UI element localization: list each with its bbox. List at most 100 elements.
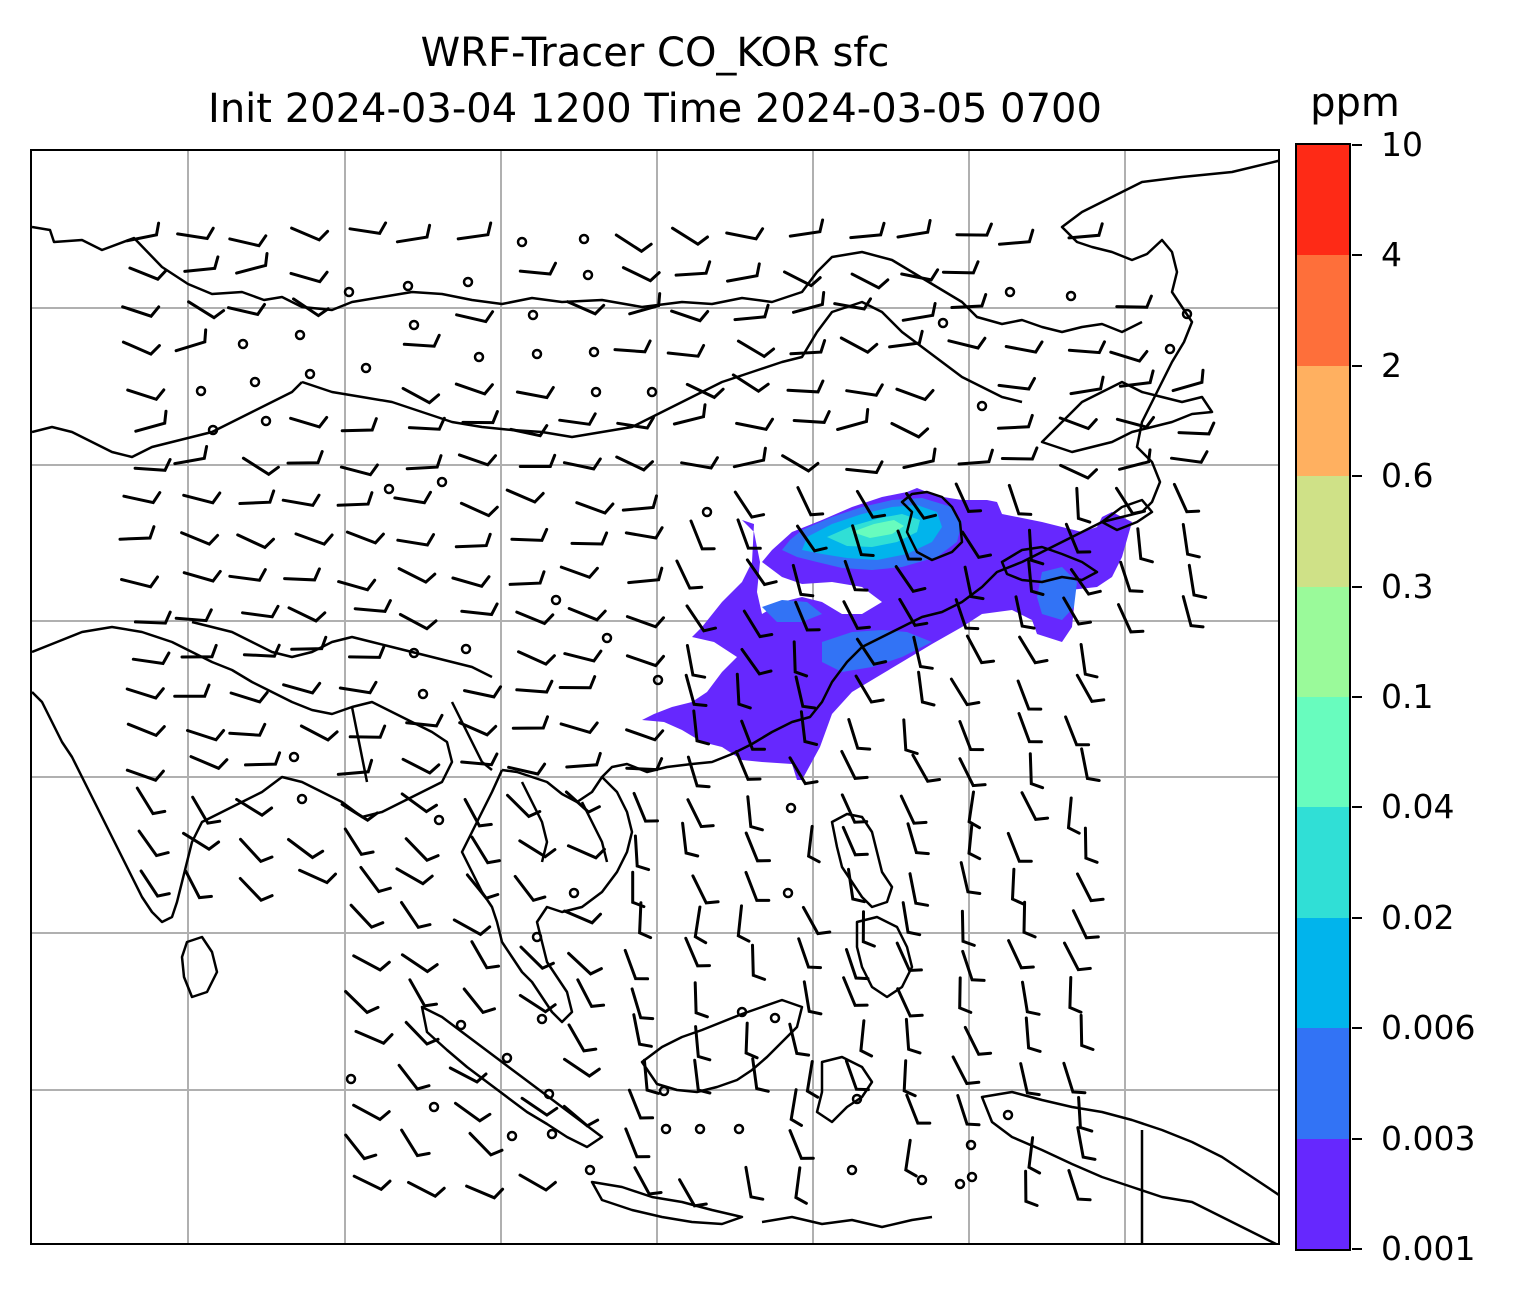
wind-barb bbox=[613, 339, 652, 354]
wind-barb bbox=[895, 387, 935, 402]
wind-barb bbox=[1024, 1016, 1042, 1053]
wind-barb bbox=[186, 729, 226, 742]
wind-barb bbox=[1083, 826, 1099, 864]
wind-barb bbox=[508, 570, 546, 586]
coastline-east-china bbox=[501, 510, 1143, 804]
border-southeast-asia bbox=[350, 701, 609, 863]
wind-barb bbox=[465, 873, 500, 900]
wind-barb bbox=[959, 861, 982, 895]
wind-barb bbox=[1172, 482, 1201, 514]
wind-barb bbox=[998, 228, 1035, 246]
calm-wind-marker bbox=[417, 688, 429, 700]
wind-barb bbox=[788, 218, 825, 238]
wind-barb bbox=[457, 453, 497, 467]
wind-barb bbox=[963, 565, 985, 601]
wind-barb bbox=[1059, 463, 1098, 480]
colorbar-tick-label: 10 bbox=[1381, 125, 1423, 164]
wind-barb bbox=[666, 344, 706, 358]
wind-barb bbox=[176, 226, 215, 241]
calm-wind-marker bbox=[408, 647, 420, 659]
calm-wind-marker bbox=[601, 632, 613, 644]
wind-barb bbox=[902, 718, 919, 755]
wind-barb bbox=[515, 610, 555, 626]
plume-level-0-04 bbox=[852, 520, 904, 538]
border-central-asia bbox=[32, 381, 303, 459]
wind-barb bbox=[963, 1025, 993, 1056]
wind-barb bbox=[567, 1023, 598, 1053]
wind-barb bbox=[1063, 941, 1092, 972]
wind-barb bbox=[559, 565, 599, 580]
wind-barb bbox=[562, 1104, 600, 1128]
wind-barb bbox=[633, 1166, 663, 1196]
border-himalaya bbox=[191, 620, 493, 679]
wind-barb bbox=[451, 575, 491, 589]
wind-barb bbox=[173, 445, 209, 466]
wind-barb bbox=[228, 722, 267, 737]
colorbar-tick-label: 0.02 bbox=[1381, 897, 1455, 937]
calm-wind-marker bbox=[966, 1171, 978, 1183]
wind-barb bbox=[455, 310, 495, 324]
wind-barb bbox=[958, 720, 985, 752]
wind-barb bbox=[751, 943, 767, 981]
wind-barb bbox=[842, 600, 871, 630]
wind-barb bbox=[1076, 1126, 1097, 1161]
wind-barb bbox=[621, 266, 661, 283]
wind-barb bbox=[563, 909, 602, 925]
wind-barb bbox=[395, 223, 432, 244]
colorbar-tick bbox=[1352, 254, 1362, 257]
wind-barb bbox=[462, 987, 496, 1015]
wind-barb bbox=[621, 494, 658, 512]
wind-barb bbox=[405, 713, 444, 728]
colorbar-segment bbox=[1297, 917, 1349, 1029]
wind-barb bbox=[1058, 416, 1098, 431]
calm-wind-marker bbox=[578, 233, 590, 245]
coastline-korea bbox=[900, 490, 964, 562]
wind-barb bbox=[241, 604, 280, 619]
wind-barb bbox=[1022, 900, 1037, 939]
wind-barb bbox=[400, 901, 432, 929]
wind-barb bbox=[734, 750, 762, 781]
calm-wind-marker bbox=[550, 594, 562, 606]
wind-barb bbox=[685, 644, 707, 679]
wind-barb bbox=[353, 599, 392, 613]
wind-barb bbox=[460, 752, 499, 767]
calm-wind-marker bbox=[736, 1006, 748, 1018]
map-canvas bbox=[32, 151, 1278, 1243]
wind-barb bbox=[689, 519, 716, 551]
wind-barb bbox=[401, 757, 441, 775]
wind-barb bbox=[672, 403, 707, 426]
wind-barb bbox=[336, 758, 374, 776]
wind-barb bbox=[898, 597, 929, 627]
wind-barb bbox=[352, 954, 391, 972]
wind-barb bbox=[1069, 568, 1102, 596]
wind-barb bbox=[1021, 980, 1041, 1016]
wind-barb bbox=[735, 417, 774, 431]
wind-barb bbox=[135, 786, 167, 816]
wind-barb bbox=[802, 980, 823, 1016]
wind-barb bbox=[1119, 560, 1144, 593]
wind-barb bbox=[348, 724, 387, 739]
wind-barb bbox=[567, 607, 607, 622]
wind-barb bbox=[1079, 643, 1099, 679]
wind-barb bbox=[841, 825, 869, 857]
wind-barb bbox=[693, 1058, 712, 1095]
wind-barb bbox=[354, 1029, 394, 1045]
colorbar-tick bbox=[1352, 475, 1362, 478]
wind-barb bbox=[836, 408, 870, 431]
calm-wind-marker bbox=[516, 236, 528, 248]
wind-barb bbox=[624, 526, 664, 540]
map-panel[interactable] bbox=[30, 149, 1280, 1245]
wind-barb bbox=[954, 598, 980, 631]
coastline-indochina bbox=[460, 769, 634, 1024]
colorbar-tick-label: 4 bbox=[1381, 235, 1402, 275]
wind-barb bbox=[751, 1057, 770, 1093]
calm-wind-marker bbox=[304, 368, 316, 380]
wind-barb bbox=[1007, 939, 1035, 970]
wind-barb bbox=[680, 456, 719, 470]
wind-barb bbox=[678, 1178, 708, 1208]
wind-barb bbox=[511, 715, 549, 730]
wind-barb bbox=[459, 501, 499, 518]
wind-barb bbox=[506, 793, 542, 819]
wind-barb bbox=[740, 648, 773, 676]
wind-barb bbox=[692, 709, 711, 746]
